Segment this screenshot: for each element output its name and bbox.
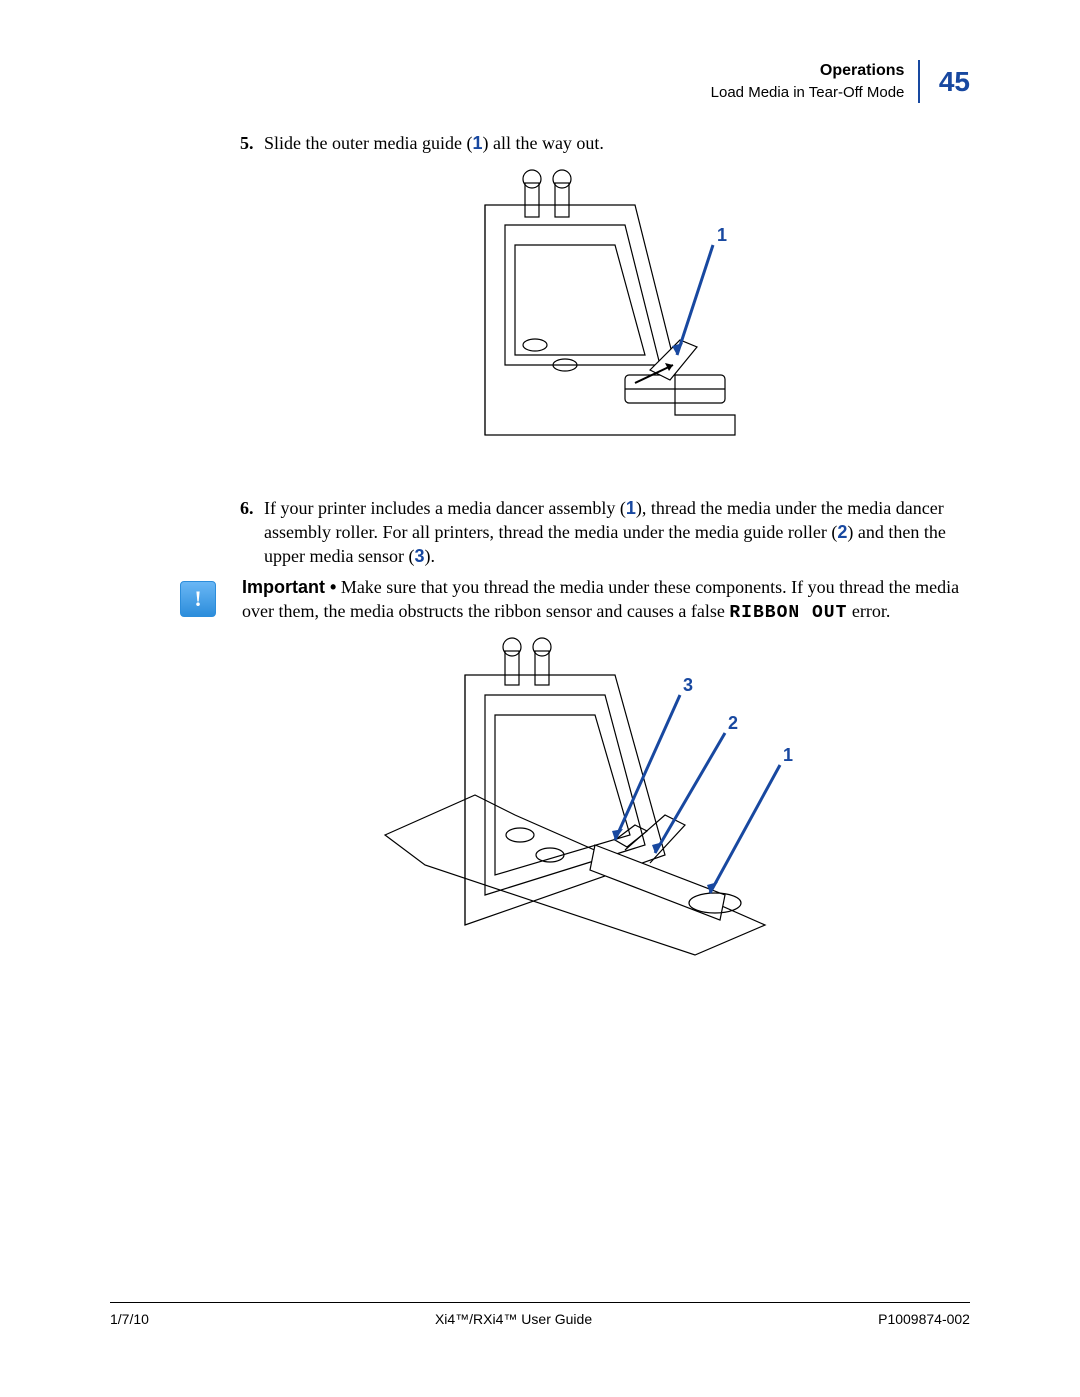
header-section-title: Operations: [820, 62, 904, 79]
footer-doc-title: Xi4™/RXi4™ User Guide: [435, 1311, 592, 1327]
callout-2-label: 2: [728, 713, 738, 733]
printer-diagram-1: 1: [425, 165, 785, 465]
callout-ref-1: 1: [472, 133, 482, 153]
step-text: If your printer includes a media dancer …: [264, 496, 970, 569]
figure-step6: 3 2 1: [240, 635, 970, 981]
callout-ref-1: 1: [626, 498, 636, 518]
important-note: ! Important • Make sure that you thread …: [180, 575, 970, 626]
callout-1-label: 1: [717, 225, 727, 245]
step-6: 6. If your printer includes a media danc…: [240, 496, 970, 569]
printer-diagram-2: 3 2 1: [365, 635, 845, 975]
document-page: Operations Load Media in Tear-Off Mode 4…: [0, 0, 1080, 1397]
page-footer: 1/7/10 Xi4™/RXi4™ User Guide P1009874-00…: [110, 1302, 970, 1327]
callout-3-label: 3: [683, 675, 693, 695]
callout-1-label: 1: [783, 745, 793, 765]
ribbon-out-code: RIBBON OUT: [729, 603, 847, 623]
figure-step5: 1: [240, 165, 970, 471]
footer-doc-number: P1009874-002: [878, 1311, 970, 1327]
callout-ref-3: 3: [414, 546, 424, 566]
page-content: 5. Slide the outer media guide (1) all t…: [240, 131, 970, 981]
important-icon: !: [180, 581, 216, 617]
header-subtitle: Load Media in Tear-Off Mode: [711, 84, 905, 101]
footer-date: 1/7/10: [110, 1311, 149, 1327]
page-header: Operations Load Media in Tear-Off Mode 4…: [110, 60, 970, 103]
callout-ref-2: 2: [837, 522, 847, 542]
step-number: 5.: [240, 131, 264, 155]
step-number: 6.: [240, 496, 264, 569]
note-text: Important • Make sure that you thread th…: [242, 575, 970, 626]
page-number: 45: [925, 63, 970, 101]
step-text: Slide the outer media guide (1) all the …: [264, 131, 970, 155]
step-5: 5. Slide the outer media guide (1) all t…: [240, 131, 970, 155]
